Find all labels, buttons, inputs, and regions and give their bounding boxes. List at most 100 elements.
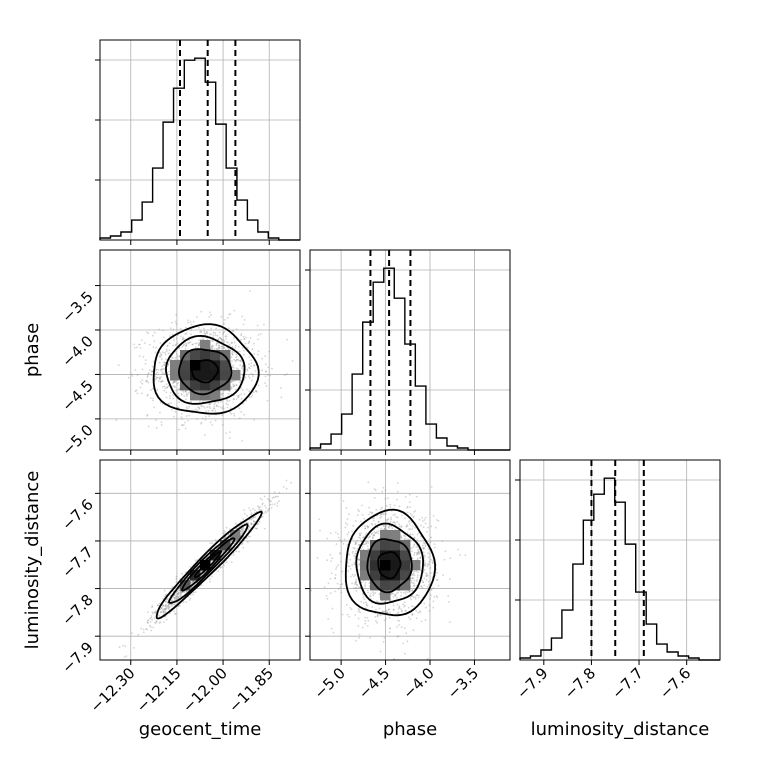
sample-point — [426, 574, 429, 577]
sample-point — [222, 332, 225, 334]
density-bin — [190, 350, 201, 361]
sample-point — [147, 425, 150, 428]
sample-point — [175, 323, 178, 325]
sample-point — [223, 340, 226, 343]
sample-point — [325, 595, 328, 597]
sample-point — [418, 610, 421, 613]
sample-point — [412, 577, 414, 580]
sample-point — [337, 588, 340, 590]
sample-point — [211, 345, 213, 348]
sample-point — [149, 397, 152, 399]
sample-point — [420, 620, 423, 623]
sample-point — [240, 334, 242, 337]
sample-point — [233, 385, 236, 388]
sample-point — [146, 394, 149, 397]
panel-scatter-geocent-time-phase: −5.0−4.5−4.0−3.5 — [58, 249, 301, 459]
sample-point — [351, 552, 354, 554]
sample-point — [185, 395, 188, 398]
sample-point — [164, 611, 167, 613]
sample-point — [171, 603, 174, 606]
sample-point — [352, 547, 355, 549]
sample-point — [408, 616, 410, 619]
sample-point — [158, 376, 161, 379]
sample-point — [404, 535, 407, 538]
sample-point — [424, 542, 426, 545]
density-bin — [200, 360, 211, 371]
sample-point — [225, 526, 228, 529]
sample-point — [225, 335, 228, 338]
sample-point — [331, 607, 334, 610]
sample-point — [159, 401, 162, 404]
sample-point — [332, 631, 335, 634]
sample-point — [236, 359, 238, 361]
sample-point — [405, 525, 408, 528]
sample-point — [221, 338, 224, 341]
sample-point — [177, 593, 180, 596]
sample-point — [387, 518, 390, 520]
sample-point — [235, 550, 238, 553]
sample-point — [133, 347, 136, 349]
sample-point — [192, 580, 195, 583]
sample-point — [251, 348, 254, 351]
sample-point — [412, 629, 415, 632]
sample-point — [370, 512, 373, 515]
sample-point — [185, 391, 188, 393]
sample-point — [170, 356, 173, 359]
sample-point — [400, 591, 403, 594]
hist-geocent-time-frame — [99, 39, 301, 241]
sample-point — [353, 583, 356, 585]
sample-point — [202, 338, 205, 341]
sample-point — [176, 595, 179, 598]
sample-point — [115, 419, 118, 421]
sample-point — [377, 614, 379, 616]
sample-point — [250, 522, 253, 525]
sample-point — [242, 518, 245, 521]
panel-scatter-geocent-time-luminosity-distance: −12.30−12.15−12.00−11.85−7.9−7.8−7.7−7.6 — [58, 459, 301, 716]
sample-point — [171, 408, 173, 411]
sample-point — [194, 591, 197, 593]
sample-point — [248, 341, 251, 343]
sample-point — [241, 528, 244, 531]
sample-point — [235, 355, 238, 358]
sample-point — [371, 533, 373, 535]
sample-point — [244, 373, 247, 376]
sample-point — [230, 380, 233, 383]
sample-point — [362, 537, 365, 539]
sample-point — [240, 367, 243, 369]
sample-point — [171, 599, 173, 602]
sample-point — [215, 405, 218, 408]
sample-point — [383, 524, 385, 527]
sample-point — [212, 407, 215, 410]
sample-point — [246, 369, 249, 372]
sample-point — [182, 344, 185, 347]
sample-point — [388, 525, 391, 528]
sample-point — [237, 358, 240, 361]
sample-point — [304, 604, 306, 606]
sample-point — [224, 536, 227, 539]
sample-point — [425, 575, 428, 578]
histogram-phase — [309, 267, 510, 451]
sample-point — [179, 592, 182, 594]
sample-point — [147, 621, 149, 624]
sample-point — [403, 605, 406, 608]
sample-point — [141, 339, 143, 341]
sample-point — [396, 626, 398, 628]
sample-point — [268, 350, 271, 353]
sample-point — [177, 358, 180, 361]
sample-point — [256, 527, 258, 530]
sample-point — [386, 520, 389, 522]
sample-point — [376, 621, 378, 624]
contour-level-2 — [165, 334, 246, 405]
sample-point — [400, 537, 403, 540]
sample-point — [190, 581, 193, 584]
sample-point — [189, 321, 192, 323]
sample-point — [169, 352, 171, 355]
sample-point — [168, 342, 171, 345]
sample-point — [248, 356, 251, 358]
sample-point — [160, 353, 163, 356]
sample-point — [366, 548, 369, 551]
density-bin — [400, 570, 411, 581]
sample-point — [371, 532, 373, 535]
sample-point — [326, 537, 329, 540]
sample-point — [158, 378, 161, 380]
